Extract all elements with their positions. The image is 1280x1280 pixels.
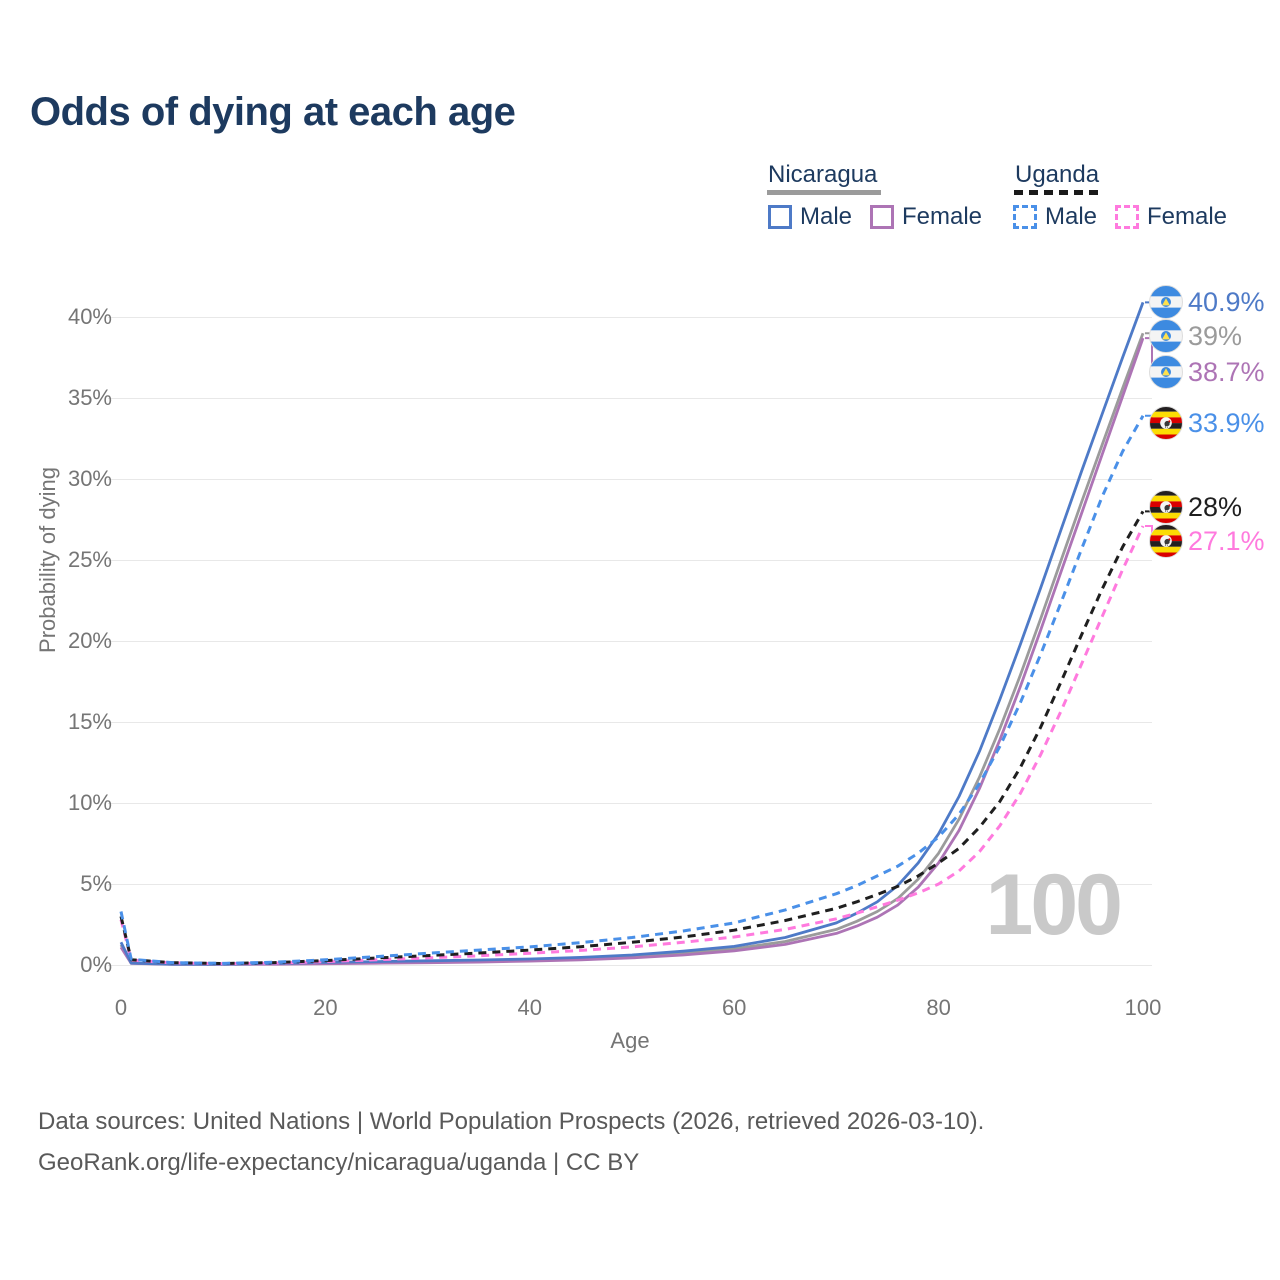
age-counter-watermark: 100 xyxy=(985,857,1124,953)
gridline-20% xyxy=(108,641,1152,642)
end-label-nicaragua-female: 38.7% xyxy=(1149,354,1265,390)
y-tick-label-5%: 5% xyxy=(80,871,112,896)
legend-underline-uganda xyxy=(1014,190,1102,195)
gridline-35% xyxy=(108,398,1152,399)
x-tick-label-0: 0 xyxy=(114,995,128,1020)
end-value-nicaragua-female: 38.7% xyxy=(1188,357,1265,387)
end-value-nicaragua: 39% xyxy=(1188,321,1243,351)
legend-label-uganda-female: Female xyxy=(1147,203,1228,230)
x-tick-label-20: 20 xyxy=(313,995,338,1020)
legend-swatch-uganda-female xyxy=(1115,205,1139,229)
legend-swatch-nicaragua-female xyxy=(870,205,894,229)
nicaragua-flag-icon xyxy=(1149,355,1183,389)
page-title: Odds of dying at each age xyxy=(30,90,516,134)
uganda-flag-icon xyxy=(1149,406,1183,440)
end-value-uganda: 28% xyxy=(1188,492,1243,522)
series-line-nicaragua-female[interactable] xyxy=(119,337,1145,966)
end-label-nicaragua: 39% xyxy=(1149,318,1242,354)
x-tick-label-100: 100 xyxy=(1124,995,1162,1020)
series-line-uganda-female[interactable] xyxy=(119,525,1145,966)
nicaragua-flag-icon xyxy=(1149,319,1183,353)
x-axis-title: Age xyxy=(610,1028,650,1053)
attribution-line: GeoRank.org/life-expectancy/nicaragua/ug… xyxy=(38,1149,640,1176)
end-label-uganda-female: 27.1% xyxy=(1149,523,1265,559)
data-source-line: Data sources: United Nations | World Pop… xyxy=(38,1108,985,1135)
gridline-10% xyxy=(108,803,1152,804)
nicaragua-flag-icon xyxy=(1149,285,1183,319)
y-tick-label-20%: 20% xyxy=(67,628,112,653)
legend-item-uganda-female[interactable]: Female xyxy=(1115,203,1227,231)
x-tick-label-60: 60 xyxy=(721,995,747,1020)
series-line-uganda[interactable] xyxy=(119,510,1145,965)
y-tick-label-0%: 0% xyxy=(80,952,112,977)
legend-label-nicaragua-male: Male xyxy=(800,203,853,230)
legend-item-uganda-male[interactable]: Male xyxy=(1013,203,1097,231)
end-value-nicaragua-male: 40.9% xyxy=(1188,287,1265,317)
series-line-nicaragua[interactable] xyxy=(119,332,1145,966)
gridline-0% xyxy=(108,965,1152,966)
legend-country-nicaragua: Nicaragua xyxy=(768,161,878,188)
series-line-uganda-male[interactable] xyxy=(119,415,1145,965)
end-label-nicaragua-male: 40.9% xyxy=(1149,284,1265,320)
legend-label-nicaragua-female: Female xyxy=(902,203,983,230)
legend-country-uganda: Uganda xyxy=(1015,161,1100,188)
x-tick-label-80: 80 xyxy=(926,995,951,1020)
legend-swatch-nicaragua-male xyxy=(768,205,792,229)
series-line-nicaragua-male[interactable] xyxy=(119,301,1145,966)
uganda-flag-icon xyxy=(1149,524,1183,558)
legend-swatch-uganda-male xyxy=(1013,205,1037,229)
y-tick-label-40%: 40% xyxy=(67,304,112,329)
legend-item-nicaragua-female[interactable]: Female xyxy=(870,203,982,231)
legend-underline-nicaragua xyxy=(767,190,881,195)
y-tick-label-35%: 35% xyxy=(67,385,112,410)
end-label-uganda: 28% xyxy=(1149,489,1242,525)
y-tick-label-15%: 15% xyxy=(67,709,112,734)
y-tick-label-25%: 25% xyxy=(67,547,112,572)
end-label-uganda-male: 33.9% xyxy=(1149,405,1265,441)
legend-label-uganda-male: Male xyxy=(1045,203,1098,230)
legend-item-nicaragua-male[interactable]: Male xyxy=(768,203,852,231)
x-tick-label-40: 40 xyxy=(517,995,543,1020)
gridline-25% xyxy=(108,560,1152,561)
gridline-15% xyxy=(108,722,1152,723)
end-value-uganda-female: 27.1% xyxy=(1188,526,1265,556)
end-value-uganda-male: 33.9% xyxy=(1188,408,1265,438)
gridline-5% xyxy=(108,884,1152,885)
y-tick-label-10%: 10% xyxy=(67,790,112,815)
gridline-30% xyxy=(108,479,1152,480)
y-tick-label-30%: 30% xyxy=(67,466,112,491)
gridline-40% xyxy=(108,317,1152,318)
uganda-flag-icon xyxy=(1149,490,1183,524)
